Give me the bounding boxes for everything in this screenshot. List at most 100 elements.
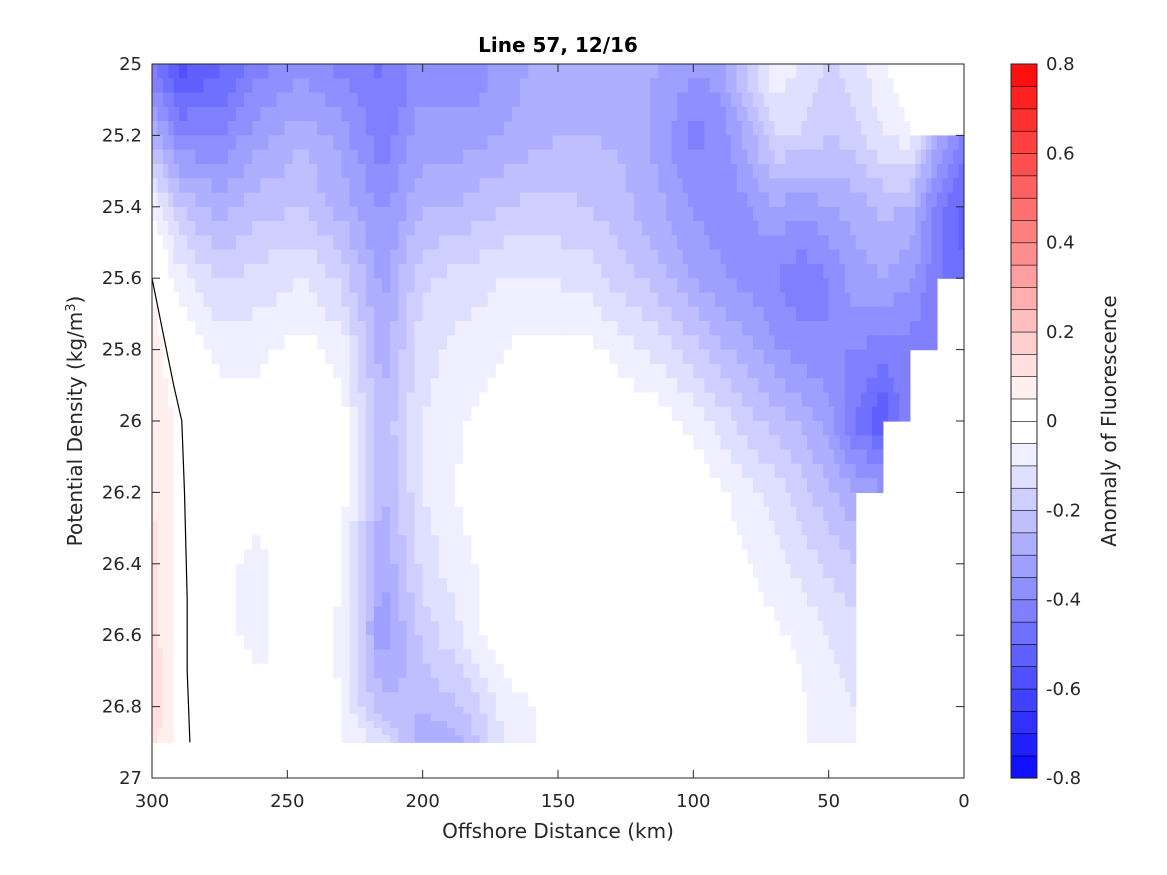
- contour-cell: [677, 535, 684, 551]
- contour-cell: [317, 163, 326, 179]
- contour-cell: [641, 492, 651, 508]
- contour-cell: [187, 449, 196, 465]
- contour-cell: [909, 235, 916, 251]
- contour-cell: [904, 135, 911, 151]
- contour-cell: [438, 649, 448, 665]
- contour-cell: [774, 78, 781, 94]
- contour-cell: [796, 92, 803, 108]
- contour-cell: [731, 606, 738, 622]
- contour-cell: [576, 78, 586, 94]
- contour-cell: [317, 78, 326, 94]
- contour-cell: [844, 149, 851, 165]
- contour-cell: [823, 506, 830, 522]
- contour-cell: [769, 378, 776, 394]
- contour-cell: [769, 78, 776, 94]
- contour-cell: [855, 463, 862, 479]
- contour-cell: [544, 592, 554, 608]
- contour-cell: [528, 421, 537, 436]
- contour-cell: [763, 663, 770, 679]
- contour-cell: [252, 663, 261, 679]
- contour-cell: [447, 663, 456, 679]
- contour-cell: [758, 535, 765, 551]
- contour-cell: [430, 563, 440, 579]
- contour-cell: [373, 306, 383, 322]
- contour-cell: [693, 235, 700, 251]
- contour-cell: [276, 263, 286, 279]
- contour-cell: [931, 149, 938, 165]
- contour-cell: [325, 235, 334, 251]
- contour-cell: [899, 378, 906, 394]
- contour-cell: [560, 335, 570, 351]
- contour-cell: [736, 92, 743, 108]
- contour-cell: [187, 535, 196, 551]
- contour-cell: [812, 106, 819, 122]
- contour-cell: [625, 435, 635, 451]
- contour-cell: [915, 178, 922, 194]
- contour-cell: [325, 463, 334, 479]
- contour-cell: [714, 206, 721, 222]
- contour-cell: [195, 192, 205, 208]
- contour-cell: [763, 578, 770, 593]
- contour-cell: [552, 406, 562, 422]
- contour-cell: [704, 606, 711, 622]
- contour-cell: [162, 292, 169, 308]
- contour-cell: [511, 192, 521, 208]
- contour-cell: [244, 78, 253, 94]
- contour-cell: [650, 64, 659, 79]
- contour-cell: [888, 78, 895, 94]
- contour-cell: [365, 121, 375, 136]
- contour-cell: [828, 392, 835, 408]
- contour-cell: [790, 492, 797, 508]
- contour-cell: [593, 463, 602, 479]
- contour-cell: [844, 321, 851, 336]
- contour-cell: [235, 221, 245, 236]
- contour-cell: [495, 64, 505, 79]
- contour-cell: [720, 578, 727, 593]
- contour-cell: [227, 92, 237, 108]
- contour-cell: [300, 435, 310, 451]
- contour-cell: [920, 178, 927, 194]
- contour-cell: [658, 78, 667, 94]
- contour-cell: [503, 121, 513, 136]
- contour-cell: [617, 178, 627, 194]
- contour-cell: [790, 64, 797, 79]
- contour-cell: [414, 435, 424, 451]
- contour-cell: [528, 178, 537, 194]
- contour-cell: [438, 221, 448, 236]
- contour-cell: [893, 321, 900, 336]
- contour-cell: [915, 306, 922, 322]
- contour-cell: [152, 492, 159, 508]
- contour-cell: [162, 728, 169, 736]
- contour-cell: [487, 392, 497, 408]
- contour-cell: [520, 121, 529, 136]
- contour-cell: [195, 563, 205, 579]
- contour-cell: [438, 392, 448, 408]
- contour-cell: [235, 713, 245, 722]
- contour-cell: [736, 421, 743, 436]
- contour-cell: [536, 221, 546, 236]
- contour-cell: [152, 363, 159, 379]
- contour-cell: [617, 620, 627, 636]
- contour-cell: [406, 663, 416, 679]
- contour-cell: [731, 635, 738, 651]
- contour-cell: [823, 106, 830, 122]
- contour-cell: [720, 135, 727, 151]
- contour-cell: [260, 706, 269, 715]
- contour-cell: [698, 535, 705, 551]
- contour-cell: [752, 478, 759, 493]
- contour-cell: [709, 392, 716, 408]
- contour-cell: [471, 206, 481, 222]
- contour-cell: [390, 492, 399, 508]
- contour-cell: [487, 163, 497, 179]
- contour-cell: [260, 392, 269, 408]
- contour-cell: [252, 549, 261, 565]
- contour-cell: [438, 520, 448, 536]
- contour-cell: [479, 235, 489, 251]
- contour-cell: [252, 92, 261, 108]
- contour-cell: [823, 549, 830, 565]
- contour-cell: [742, 378, 749, 394]
- contour-cell: [725, 64, 732, 79]
- contour-cell: [617, 64, 627, 79]
- contour-cell: [479, 321, 489, 336]
- contour-cell: [687, 106, 694, 122]
